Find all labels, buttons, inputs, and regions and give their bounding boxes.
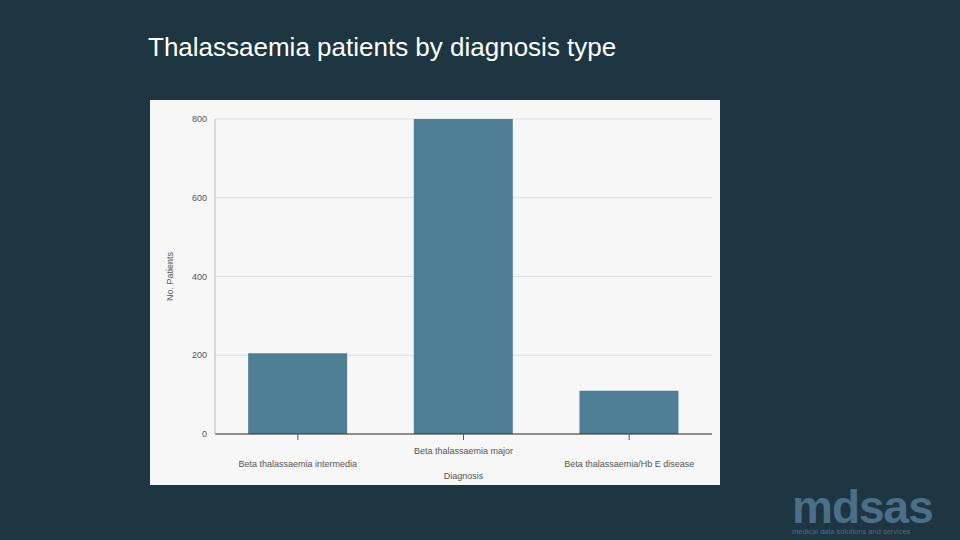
svg-text:400: 400 [192,272,207,282]
html-text:medical data solutions and ser: medical data solutions and services [792,527,911,536]
html-text:mdsas: mdsas [792,481,933,533]
svg-text:Beta thalassaemia major: Beta thalassaemia major [414,446,513,456]
svg-text:800: 800 [192,114,207,124]
svg-text:No. Patients: No. Patients [165,251,175,301]
svg-text:0: 0 [202,429,207,439]
svg-text:Beta thalassaemia intermedia: Beta thalassaemia intermedia [239,459,358,469]
svg-text:200: 200 [192,350,207,360]
svg-text:Diagnosis: Diagnosis [444,471,484,481]
html-text:Thalassaemia patients by diagn: Thalassaemia patients by diagnosis type [148,32,617,62]
svg-text:Beta thalassaemia/Hb E disease: Beta thalassaemia/Hb E disease [564,459,694,469]
svg-text:600: 600 [192,193,207,203]
